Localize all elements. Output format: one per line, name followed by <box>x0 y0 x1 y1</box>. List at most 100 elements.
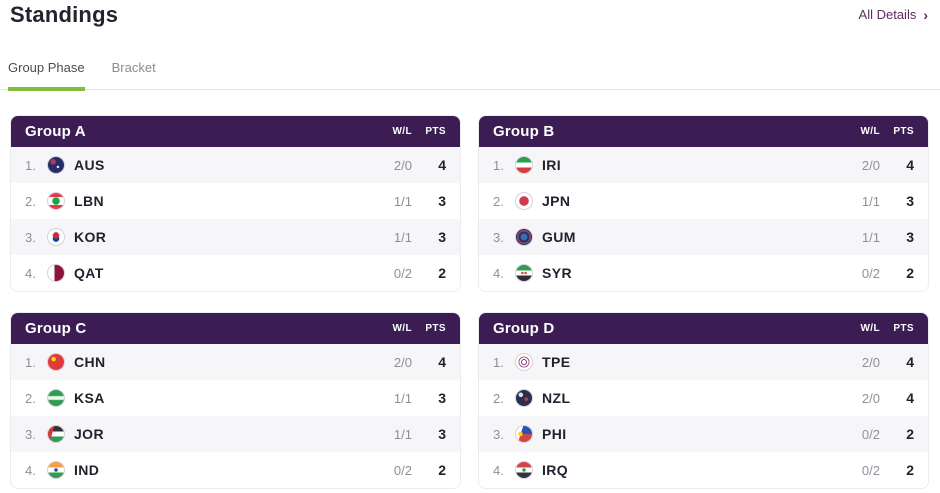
tab-group-phase[interactable]: Group Phase <box>8 60 85 91</box>
team-code: PHI <box>542 426 567 442</box>
group-header: Group D W/L PTS <box>479 313 928 344</box>
team-row[interactable]: 2. LBN 1/1 3 <box>11 183 460 219</box>
team-row[interactable]: 2. KSA 1/1 3 <box>11 380 460 416</box>
team-row[interactable]: 4. QAT 0/2 2 <box>11 255 460 291</box>
team-rank: 4. <box>25 462 36 478</box>
all-details-link[interactable]: All Details › <box>859 7 928 22</box>
team-row[interactable]: 2. NZL 2/0 4 <box>479 380 928 416</box>
group-body: 1. AUS 2/0 4 2. LBN 1/1 3 3. KOR 1/1 3 4… <box>11 147 460 291</box>
flag-lbn-icon <box>47 192 65 210</box>
team-points: 4 <box>906 157 914 173</box>
team-code: AUS <box>74 157 105 173</box>
standings-header: Standings All Details › <box>0 0 940 50</box>
team-code: JOR <box>74 426 104 442</box>
group-title: Group A <box>25 123 86 140</box>
team-code: KOR <box>74 229 107 245</box>
column-header-pts: PTS <box>425 126 446 137</box>
team-rank: 3. <box>493 229 504 245</box>
team-row[interactable]: 3. KOR 1/1 3 <box>11 219 460 255</box>
flag-irq-icon <box>515 461 533 479</box>
team-row[interactable]: 3. GUM 1/1 3 <box>479 219 928 255</box>
flag-iri-icon <box>515 156 533 174</box>
column-header-wl: W/L <box>392 126 412 137</box>
group-header: Group C W/L PTS <box>11 313 460 344</box>
group-body: 1. CHN 2/0 4 2. KSA 1/1 3 3. JOR 1/1 3 4… <box>11 344 460 488</box>
team-code: NZL <box>542 390 571 406</box>
group-title: Group B <box>493 123 555 140</box>
team-row[interactable]: 1. IRI 2/0 4 <box>479 147 928 183</box>
team-points: 2 <box>906 462 914 478</box>
group-header: Group A W/L PTS <box>11 116 460 147</box>
groups-grid: Group A W/L PTS 1. AUS 2/0 4 2. LBN 1/1 … <box>10 115 929 489</box>
team-rank: 4. <box>493 265 504 281</box>
flag-jpn-icon <box>515 192 533 210</box>
group-card: Group B W/L PTS 1. IRI 2/0 4 2. JPN 1/1 … <box>478 115 929 292</box>
team-wl-record: 0/2 <box>861 462 880 478</box>
team-points: 4 <box>906 354 914 370</box>
team-points: 2 <box>438 265 446 281</box>
column-header-wl: W/L <box>860 323 880 334</box>
team-rank: 1. <box>493 354 504 370</box>
team-wl-record: 1/1 <box>861 193 880 209</box>
group-body: 1. IRI 2/0 4 2. JPN 1/1 3 3. GUM 1/1 3 4… <box>479 147 928 291</box>
team-row[interactable]: 3. JOR 1/1 3 <box>11 416 460 452</box>
flag-tpe-icon <box>515 353 533 371</box>
flag-ind-icon <box>47 461 65 479</box>
column-header-wl: W/L <box>392 323 412 334</box>
team-row[interactable]: 3. PHI 0/2 2 <box>479 416 928 452</box>
team-wl-record: 0/2 <box>861 426 880 442</box>
tab-bar: Group Phase Bracket <box>0 50 940 91</box>
group-card: Group C W/L PTS 1. CHN 2/0 4 2. KSA 1/1 … <box>10 312 461 489</box>
team-row[interactable]: 4. IND 0/2 2 <box>11 452 460 488</box>
team-code: IRI <box>542 157 562 173</box>
team-rank: 1. <box>25 354 36 370</box>
team-points: 3 <box>438 229 446 245</box>
group-title: Group C <box>25 320 87 337</box>
team-wl-record: 1/1 <box>393 193 412 209</box>
team-rank: 4. <box>25 265 36 281</box>
team-rank: 4. <box>493 462 504 478</box>
team-points: 4 <box>438 354 446 370</box>
team-points: 3 <box>906 229 914 245</box>
flag-nzl-icon <box>515 389 533 407</box>
flag-ksa-icon <box>47 389 65 407</box>
team-rank: 1. <box>493 157 504 173</box>
flag-jor-icon <box>47 425 65 443</box>
team-row[interactable]: 2. JPN 1/1 3 <box>479 183 928 219</box>
team-wl-record: 0/2 <box>393 265 412 281</box>
flag-chn-icon <box>47 353 65 371</box>
team-points: 2 <box>438 462 446 478</box>
tab-bracket[interactable]: Bracket <box>111 60 156 75</box>
team-code: QAT <box>74 265 104 281</box>
team-row[interactable]: 4. IRQ 0/2 2 <box>479 452 928 488</box>
team-wl-record: 0/2 <box>861 265 880 281</box>
team-rank: 2. <box>25 193 36 209</box>
flag-qat-icon <box>47 264 65 282</box>
team-row[interactable]: 1. CHN 2/0 4 <box>11 344 460 380</box>
team-points: 4 <box>906 390 914 406</box>
team-rank: 3. <box>25 426 36 442</box>
group-body: 1. TPE 2/0 4 2. NZL 2/0 4 3. PHI 0/2 2 4… <box>479 344 928 488</box>
all-details-label: All Details <box>858 7 917 22</box>
column-header-wl: W/L <box>860 126 880 137</box>
team-points: 2 <box>906 426 914 442</box>
team-code: CHN <box>74 354 106 370</box>
team-wl-record: 1/1 <box>393 426 412 442</box>
team-points: 2 <box>906 265 914 281</box>
team-rank: 3. <box>493 426 504 442</box>
team-row[interactable]: 1. TPE 2/0 4 <box>479 344 928 380</box>
team-row[interactable]: 1. AUS 2/0 4 <box>11 147 460 183</box>
team-wl-record: 2/0 <box>861 157 880 173</box>
page-title: Standings <box>10 2 119 27</box>
team-rank: 2. <box>25 390 36 406</box>
team-wl-record: 2/0 <box>393 354 412 370</box>
team-code: GUM <box>542 229 576 245</box>
team-wl-record: 1/1 <box>861 229 880 245</box>
team-wl-record: 0/2 <box>393 462 412 478</box>
flag-kor-icon <box>47 228 65 246</box>
team-code: KSA <box>74 390 105 406</box>
team-code: IRQ <box>542 462 569 478</box>
flag-phi-icon <box>515 425 533 443</box>
team-wl-record: 1/1 <box>393 229 412 245</box>
team-row[interactable]: 4. SYR 0/2 2 <box>479 255 928 291</box>
